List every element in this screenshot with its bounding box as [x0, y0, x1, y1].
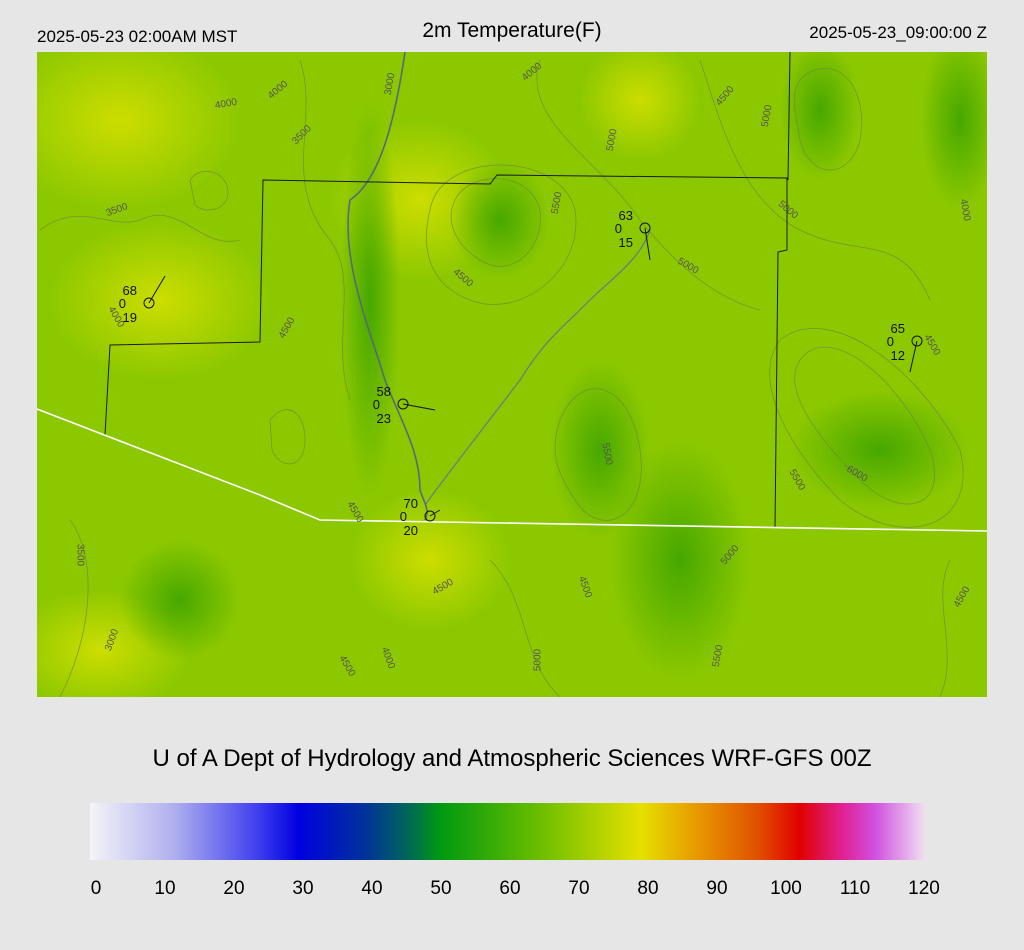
station-bottom: 15 — [619, 235, 633, 250]
station-left: 0 — [373, 397, 380, 412]
header-left: 2025-05-23 02:00AM MST — [37, 27, 237, 46]
colorbar-tick-label: 20 — [223, 878, 244, 899]
contour-label: 5500 — [600, 442, 615, 466]
station-top: 58 — [377, 384, 391, 399]
colorbar-tick-label: 110 — [840, 878, 870, 899]
footer: U of A Dept of Hydrology and Atmospheric… — [153, 745, 872, 772]
station-marker — [143, 297, 155, 309]
contour-label: 4000 — [958, 198, 973, 222]
contour-label: 5000 — [760, 104, 775, 128]
station-bottom: 20 — [404, 523, 418, 538]
colorbar-tick-label: 70 — [568, 878, 589, 899]
contour-label: 5000 — [605, 128, 620, 152]
contour-label: 3000 — [383, 72, 398, 96]
station-marker — [639, 222, 651, 234]
contour-label: 4000 — [214, 97, 238, 112]
wind-barb — [644, 227, 651, 261]
station-left: 0 — [400, 509, 407, 524]
colorbar-tick-label: 90 — [706, 878, 727, 899]
colorbar-tick-label: 120 — [908, 878, 940, 899]
station-top: 63 — [619, 208, 633, 223]
colorbar-tick-label: 30 — [292, 878, 313, 899]
wind-barb — [402, 403, 436, 411]
header-right: 2025-05-23_09:00:00 Z — [809, 23, 987, 42]
colorbar-tick-label: 40 — [361, 878, 382, 899]
station-bottom: 19 — [123, 310, 137, 325]
colorbar-tick-label: 60 — [499, 878, 520, 899]
colorbar-tick-label: 80 — [637, 878, 658, 899]
station-marker — [397, 398, 409, 410]
contour-label: 5500 — [550, 191, 565, 215]
wind-barb — [148, 275, 166, 304]
station-left: 0 — [119, 296, 126, 311]
colorbar-ticks: 0 10 20 30 40 50 60 70 80 90 100 110 120 — [91, 878, 940, 899]
station-left: 0 — [615, 221, 622, 236]
station-left: 0 — [887, 334, 894, 349]
contour-label: 3500 — [74, 544, 85, 567]
contour-label: 5500 — [711, 644, 726, 668]
station-top: 70 — [404, 496, 418, 511]
colorbar-tick-label: 0 — [91, 878, 102, 899]
contour-label: 5000 — [533, 648, 544, 671]
station-top: 65 — [891, 321, 905, 336]
colorbar — [90, 803, 925, 860]
wind-barb — [909, 340, 918, 373]
colorbar-tick-label: 50 — [430, 878, 451, 899]
colorbar-tick-label: 100 — [770, 878, 802, 899]
station-marker — [424, 510, 436, 522]
station-bottom: 12 — [891, 348, 905, 363]
station-top: 68 — [123, 283, 137, 298]
header-title: 2m Temperature(F) — [422, 19, 601, 42]
station-marker — [911, 335, 923, 347]
wind-barb — [429, 509, 441, 517]
station-bottom: 23 — [377, 411, 391, 426]
colorbar-tick-label: 10 — [154, 878, 175, 899]
